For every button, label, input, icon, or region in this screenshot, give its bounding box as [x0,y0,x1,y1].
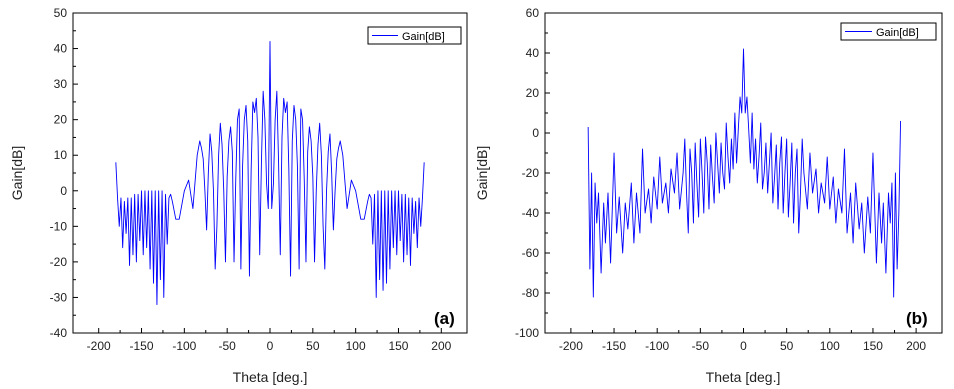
x-tick-label-a-1: -150 [130,339,154,353]
x-tick-label-b-2: -100 [645,339,669,353]
y-tick-label-b-2: -60 [522,246,540,260]
y-tick-label-a-8: 40 [54,42,68,56]
x-tick-label-b-3: -50 [692,339,710,353]
x-tick-label-a-7: 150 [388,339,408,353]
x-tick-label-b-1: -150 [602,339,626,353]
y-tick-label-b-1: -80 [522,286,540,300]
chart-panel-a: -200 -150 -100 -50 0 50 100 150 200-40-30-20-100… [9,6,468,385]
legend-label-b: Gain[dB] [876,27,919,39]
y-tick-label-a-3: -10 [50,219,68,233]
chart-panel-b: -200 -150 -100 -50 0 50 100 150 200-100-80-60-40… [474,6,943,385]
y-tick-label-a-1: -30 [50,290,68,304]
x-tick-label-b-4: 0 [740,339,747,353]
x-axis-title-a: Theta [deg.] [233,369,308,385]
y-tick-label-a-5: 10 [54,148,68,162]
y-axis-title-b: Gain[dB] [474,146,490,200]
x-tick-label-a-8: 200 [431,339,451,353]
legend-label-a: Gain[dB] [402,31,445,43]
x-tick-label-a-5: 50 [306,339,320,353]
x-tick-label-a-3: -50 [219,339,237,353]
x-tick-label-a-2: -100 [172,339,196,353]
series-b-0 [587,48,902,298]
x-tick-label-a-0: -200 [87,339,111,353]
x-tick-label-b-0: -200 [559,339,583,353]
y-tick-label-a-0: -40 [50,326,68,340]
x-axis-title-b: Theta [deg.] [706,369,781,385]
y-tick-label-a-6: 20 [54,113,68,127]
y-axis-title-a: Gain[dB] [9,146,25,200]
y-tick-label-b-3: -40 [522,206,540,220]
x-tick-label-a-4: 0 [267,339,274,353]
y-tick-label-b-0: -100 [515,326,539,340]
y-tick-label-a-4: 0 [60,184,67,198]
x-tick-label-b-8: 200 [906,339,926,353]
legend-box-a [367,26,462,45]
panel-label-b: (b) [906,309,928,328]
panel-label-a: (a) [434,309,455,328]
x-tick-label-b-6: 100 [820,339,840,353]
y-tick-label-a-9: 50 [54,6,68,20]
y-tick-label-a-7: 30 [54,77,68,91]
series-a-0 [115,40,425,306]
legend-a: Gain[dB] [367,26,462,45]
y-tick-label-b-5: 0 [532,126,539,140]
axis-ticks-b: -200 -150 -100 -50 0 50 100 150 200-100-80-60-40… [515,6,926,353]
x-tick-label-b-7: 150 [863,339,883,353]
y-tick-label-b-4: -20 [522,166,540,180]
y-tick-label-b-6: 20 [526,86,540,100]
x-tick-label-b-5: 50 [780,339,794,353]
legend-box-b [840,22,937,41]
axis-ticks-a: -200 -150 -100 -50 0 50 100 150 200-40-30-20-100… [50,6,452,353]
series-line-b [587,48,902,298]
y-tick-label-b-8: 60 [526,6,540,20]
y-tick-label-a-2: -20 [50,255,68,269]
legend-b: Gain[dB] [840,22,937,41]
series-line-a [115,40,425,306]
x-tick-label-a-6: 100 [346,339,366,353]
y-tick-label-b-7: 40 [526,46,540,60]
